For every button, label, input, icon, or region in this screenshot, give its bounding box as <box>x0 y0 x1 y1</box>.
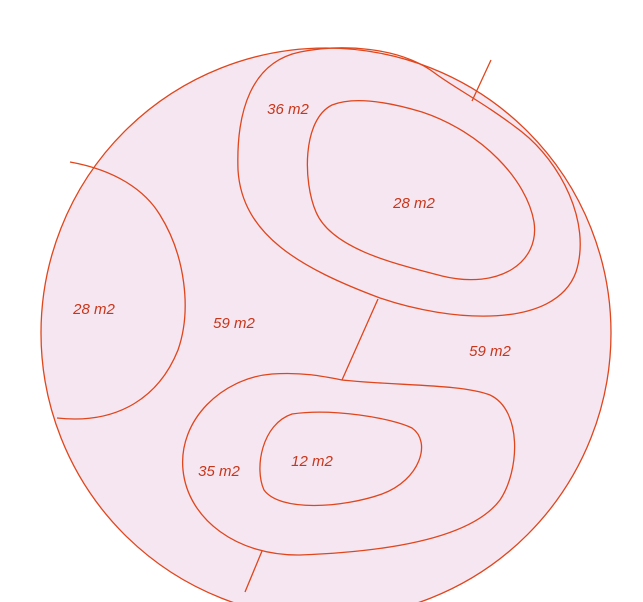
bottom-inner-region <box>259 411 423 507</box>
area-label: 28 m2 <box>72 301 115 318</box>
divider <box>244 550 263 593</box>
area-label: 59 m2 <box>213 315 255 332</box>
area-label: 59 m2 <box>469 343 511 360</box>
top-outer-region <box>237 47 581 317</box>
area-label: 28 m2 <box>392 195 435 212</box>
area-label: 36 m2 <box>267 101 309 118</box>
area-label: 12 m2 <box>291 453 333 470</box>
divider <box>471 59 492 102</box>
bottom-outer-region <box>182 372 516 556</box>
divider <box>341 298 379 381</box>
outline <box>40 47 612 602</box>
left-region <box>56 161 186 420</box>
top-inner-region <box>306 99 536 281</box>
area-label: 35 m2 <box>198 463 240 480</box>
